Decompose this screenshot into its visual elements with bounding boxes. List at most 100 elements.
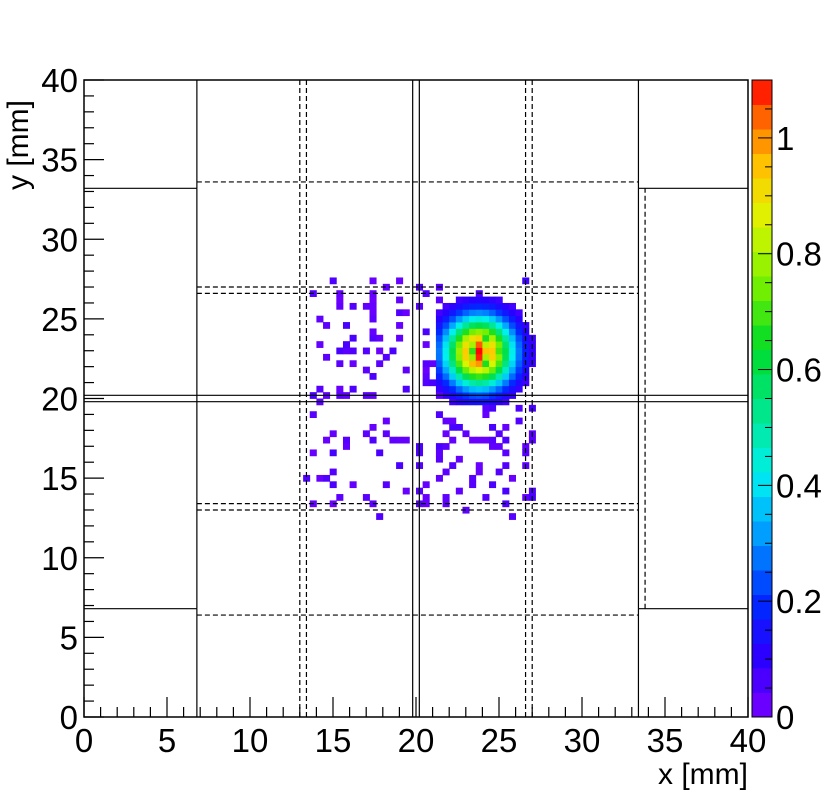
- heatmap-cell: [522, 353, 530, 361]
- heatmap-cell: [502, 302, 510, 310]
- heatmap-cell: [495, 385, 503, 393]
- heatmap-cell: [396, 277, 404, 285]
- heatmap-cell: [482, 379, 490, 387]
- heatmap-cell: [376, 513, 384, 520]
- heatmap-cell: [435, 379, 443, 387]
- y-tick-label: 40: [41, 62, 78, 99]
- heatmap-cell: [422, 373, 430, 380]
- heatmap-cell: [442, 347, 450, 355]
- heatmap-cell: [469, 347, 477, 355]
- heatmap-cell: [336, 347, 344, 355]
- heatmap-cell: [489, 373, 497, 380]
- heatmap-cell: [455, 328, 463, 336]
- heatmap-cell: [449, 417, 457, 425]
- heatmap-cell: [502, 379, 510, 387]
- heatmap-cell: [508, 385, 516, 393]
- heatmap-cell: [502, 385, 510, 393]
- heatmap-cell: [515, 334, 523, 342]
- heatmap-cell: [316, 474, 324, 482]
- heatmap-cell: [508, 360, 516, 368]
- heatmap-cell: [369, 302, 377, 310]
- heatmap-cell: [316, 341, 324, 348]
- heatmap-cell: [435, 328, 443, 336]
- heatmap-cell: [329, 481, 337, 489]
- heatmap-cell: [482, 436, 490, 444]
- heatmap-cell: [489, 385, 497, 393]
- heatmap-cell: [376, 347, 384, 355]
- heatmap-cell: [369, 309, 377, 317]
- heatmap-cell: [455, 315, 463, 323]
- heatmap-cell: [435, 315, 443, 323]
- heatmap-cell: [522, 322, 530, 329]
- colorbar-step: [752, 398, 772, 424]
- heatmap-cell: [489, 347, 497, 355]
- heatmap-cell: [502, 366, 510, 374]
- heatmap-cell: [502, 309, 510, 317]
- heatmap-cell: [515, 315, 523, 323]
- heatmap-cell: [462, 334, 470, 342]
- heatmap-cell: [475, 347, 483, 355]
- heatmap-cell: [469, 341, 477, 348]
- heatmap-cell: [482, 360, 490, 368]
- plot-frame-bg: [84, 80, 748, 717]
- heatmap-cell: [482, 296, 490, 304]
- heatmap-cell: [442, 322, 450, 329]
- colorbar-step: [752, 521, 772, 546]
- heatmap-cell: [482, 347, 490, 355]
- heatmap-cell: [482, 341, 490, 348]
- heatmap-cell: [495, 334, 503, 342]
- heatmap-cell: [382, 417, 390, 425]
- heatmap-cell: [329, 468, 337, 476]
- heatmap-cell: [489, 328, 497, 336]
- colorbar-tick-label: 0.4: [776, 467, 822, 504]
- heatmap-cell: [462, 506, 470, 514]
- heatmap-cell: [489, 423, 497, 431]
- heatmap-cell: [462, 347, 470, 355]
- heatmap-cell: [482, 353, 490, 361]
- heatmap-cell: [402, 487, 410, 495]
- heatmap-cell: [469, 322, 477, 329]
- heatmap-cell: [376, 334, 384, 342]
- colorbar-step: [752, 668, 772, 693]
- heatmap-cell: [422, 290, 430, 297]
- heatmap-cell: [515, 328, 523, 336]
- heatmap-cell: [462, 341, 470, 348]
- heatmap-cell: [482, 322, 490, 329]
- heatmap-cell: [449, 379, 457, 387]
- heatmap-cell: [442, 353, 450, 361]
- heatmap-cell: [349, 347, 357, 355]
- heatmap-cell: [515, 341, 523, 348]
- heatmap-cell: [482, 334, 490, 342]
- heatmap-cell: [349, 334, 357, 342]
- y-tick-label: 15: [41, 460, 78, 497]
- colorbar-step: [752, 300, 772, 326]
- heatmap-cell: [442, 328, 450, 336]
- heatmap-cell: [435, 334, 443, 342]
- heatmap-cell: [508, 513, 516, 520]
- x-tick-label: 0: [75, 722, 93, 759]
- heatmap-cell: [462, 296, 470, 304]
- heatmap-cell: [389, 436, 397, 444]
- heatmap-cell: [469, 436, 477, 444]
- heatmap-cell: [508, 328, 516, 336]
- heatmap-cell: [475, 296, 483, 304]
- heatmap-cell: [349, 385, 357, 393]
- heatmap-cell: [515, 322, 523, 329]
- heatmap-cell: [462, 430, 470, 438]
- colorbar-step: [752, 374, 772, 399]
- heatmap-cell: [482, 366, 490, 374]
- heatmap-cell: [495, 468, 503, 476]
- colorbar-step: [752, 349, 772, 375]
- heatmap-cell: [469, 302, 477, 310]
- heatmap-cell: [489, 322, 497, 329]
- heatmap-cell: [342, 347, 350, 355]
- heatmap-cell: [495, 443, 503, 450]
- heatmap-cell: [482, 302, 490, 310]
- colorbar-step: [752, 80, 772, 105]
- heatmap-cell: [369, 373, 377, 380]
- heatmap-cell: [396, 436, 404, 444]
- heatmap-cell: [323, 353, 331, 361]
- heatmap-cell: [495, 347, 503, 355]
- heatmap-cell: [502, 373, 510, 380]
- colorbar-step: [752, 447, 772, 473]
